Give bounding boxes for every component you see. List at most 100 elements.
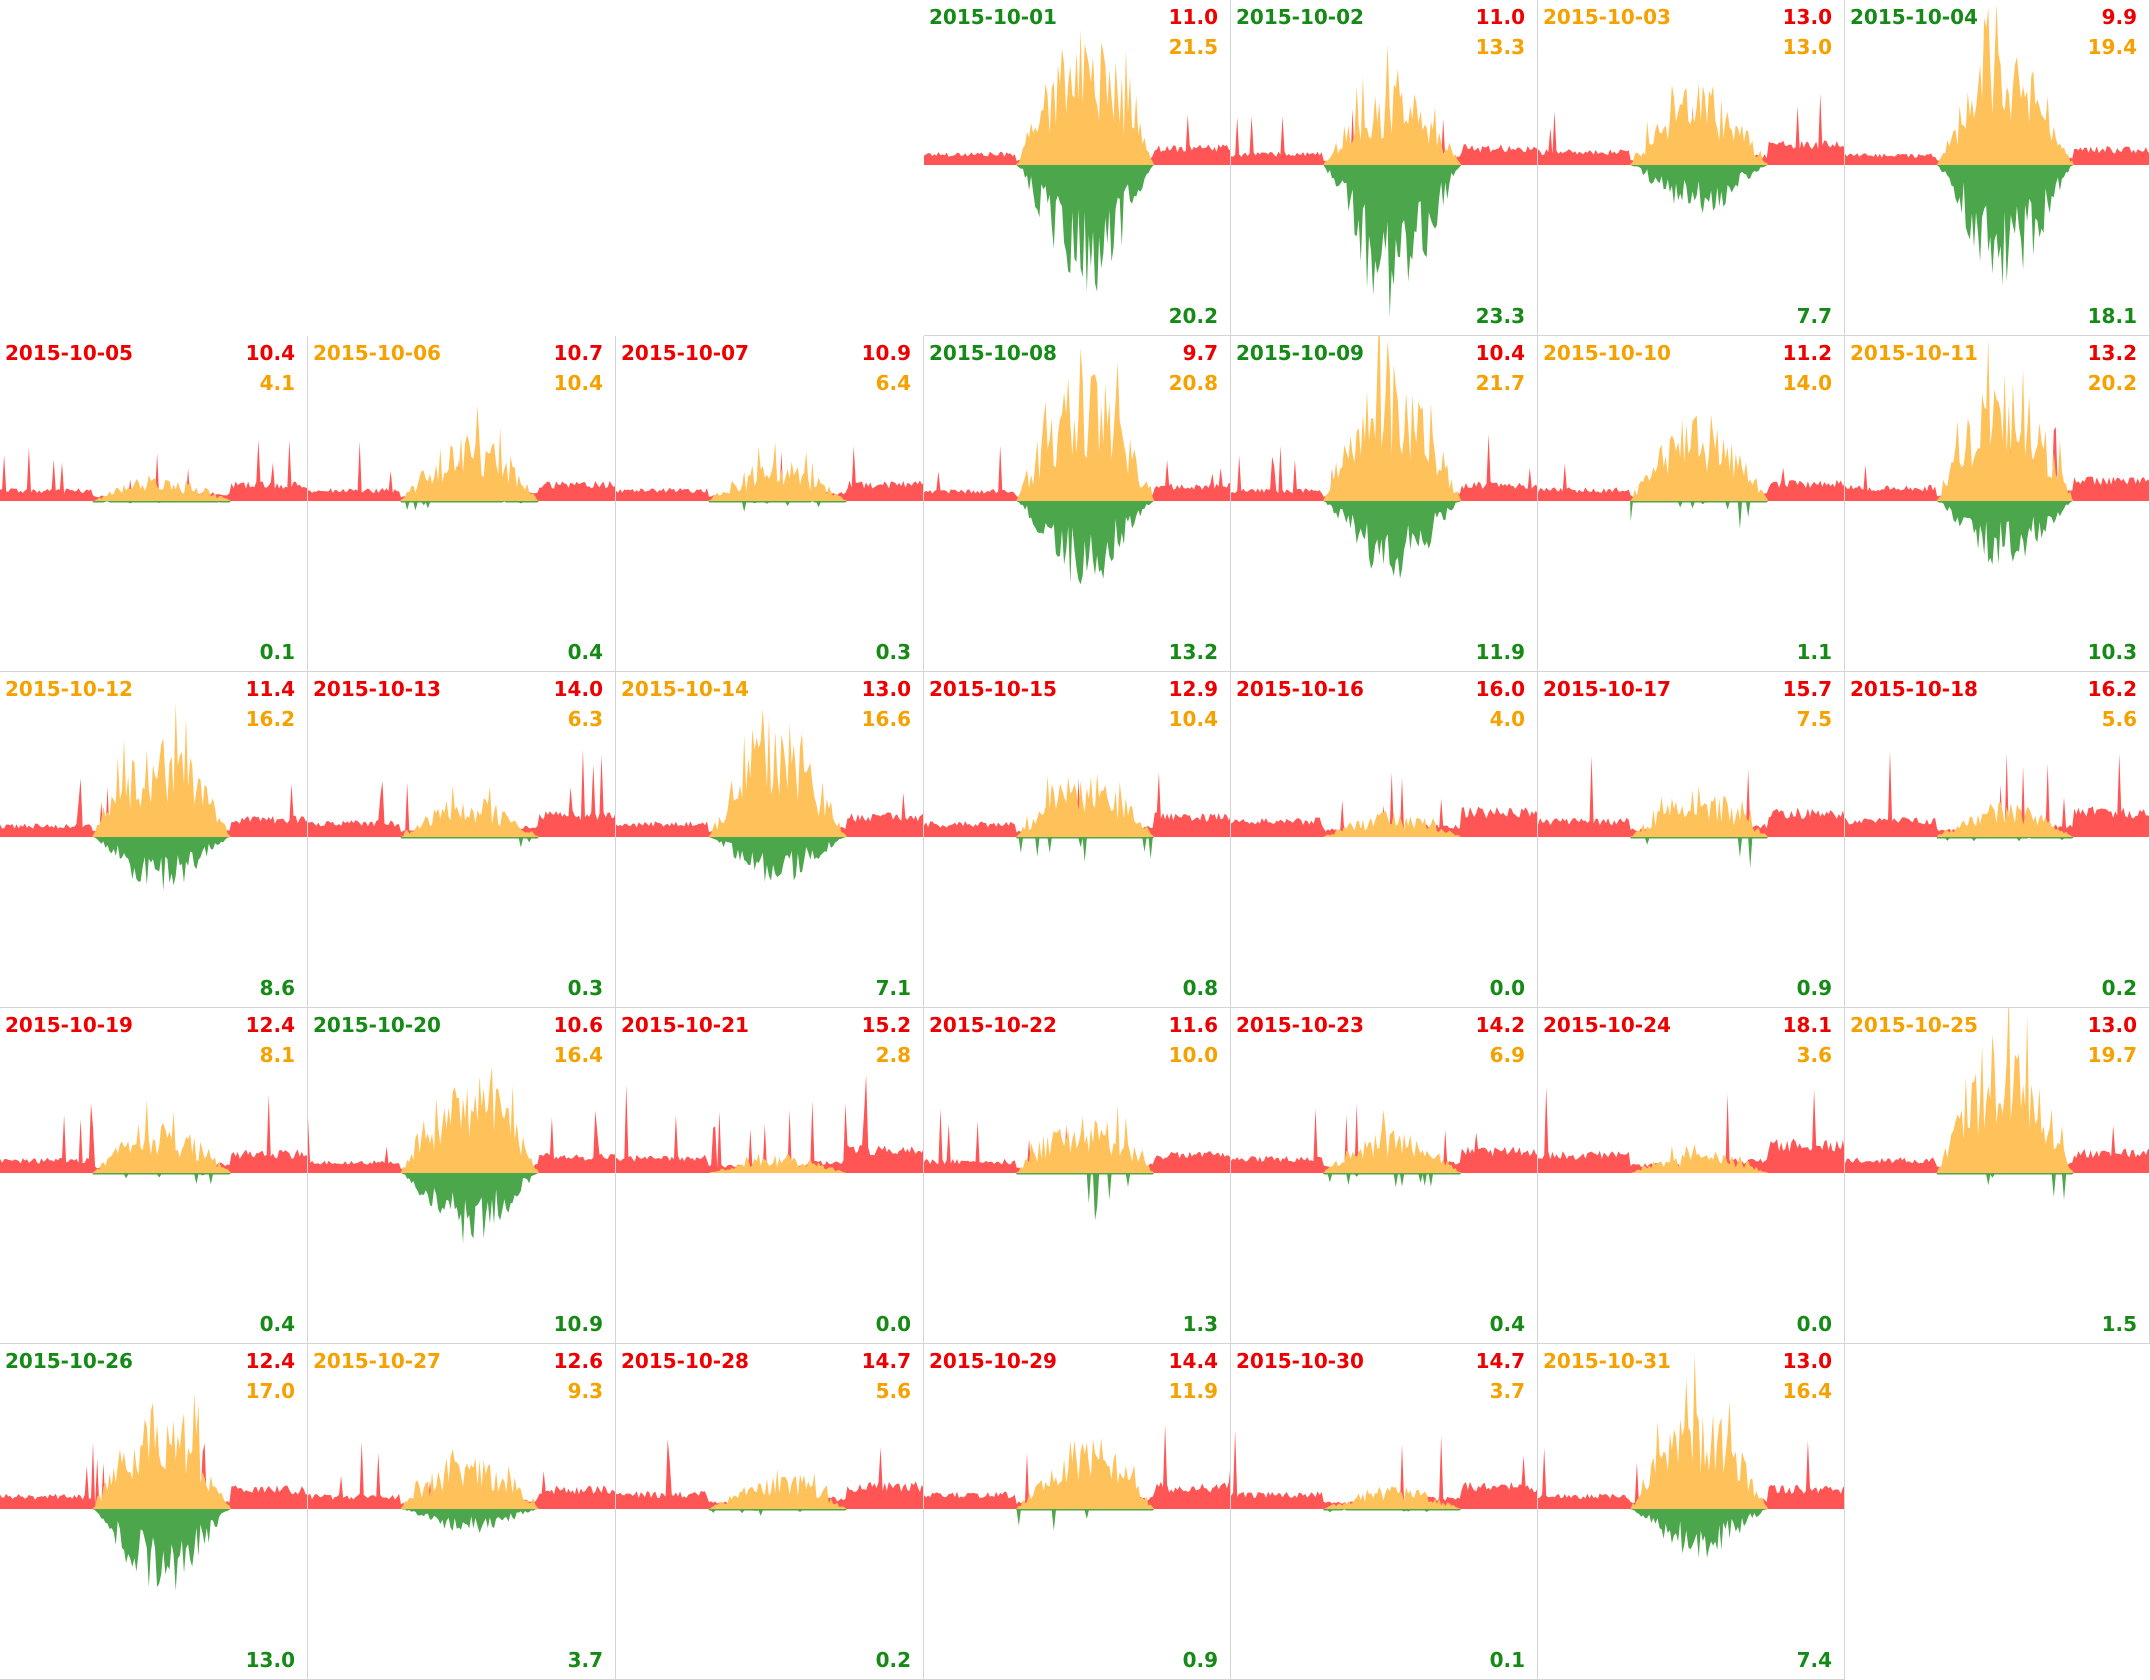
export-area [1016, 1173, 1155, 1221]
consumption-value: 12.6 [553, 1349, 603, 1373]
day-energy-chart [616, 708, 923, 882]
day-date-label: 2015-10-06 [313, 341, 441, 365]
self-consumption-area [400, 405, 539, 501]
self-consumption-area [400, 1067, 539, 1173]
day-date-label: 2015-10-31 [1543, 1349, 1671, 1373]
self-consumption-value: 16.4 [553, 1043, 603, 1067]
day-energy-chart [1231, 772, 1537, 837]
self-consumption-value: 3.7 [1489, 1379, 1525, 1403]
day-cell: 2015-10-27 12.6 9.3 3.7 [308, 1344, 616, 1680]
day-date-label: 2015-10-12 [5, 677, 133, 701]
consumption-value: 9.9 [2101, 5, 2137, 29]
self-consumption-area [1016, 773, 1155, 837]
export-value: 0.2 [875, 1648, 911, 1672]
day-energy-chart [0, 439, 307, 504]
export-value: 13.0 [245, 1648, 295, 1672]
day-date-label: 2015-10-30 [1236, 1349, 1364, 1373]
self-consumption-area [1936, 802, 2074, 837]
day-date-label: 2015-10-18 [1850, 677, 1978, 701]
self-consumption-area [1936, 3, 2074, 166]
consumption-area [0, 1442, 307, 1509]
self-consumption-value: 6.4 [875, 371, 911, 395]
day-date-label: 2015-10-25 [1850, 1013, 1978, 1037]
day-date-label: 2015-10-09 [1236, 341, 1364, 365]
day-cell: 2015-10-31 13.0 16.4 7.4 [1538, 1344, 1845, 1680]
self-consumption-area [92, 702, 232, 837]
day-date-label: 2015-10-04 [1850, 5, 1978, 29]
day-cell: 2015-10-25 13.0 19.7 1.5 [1845, 1008, 2150, 1344]
consumption-value: 14.0 [553, 677, 603, 701]
self-consumption-value: 13.0 [1782, 35, 1832, 59]
self-consumption-value: 20.2 [2087, 371, 2137, 395]
consumption-value: 11.0 [1168, 5, 1218, 29]
consumption-value: 16.0 [1475, 677, 1525, 701]
consumption-value: 9.7 [1182, 341, 1218, 365]
self-consumption-value: 2.8 [875, 1043, 911, 1067]
day-date-label: 2015-10-29 [929, 1349, 1057, 1373]
consumption-area [308, 1441, 615, 1509]
export-area [1630, 501, 1769, 529]
self-consumption-value: 6.9 [1489, 1043, 1525, 1067]
consumption-value: 10.6 [553, 1013, 603, 1037]
consumption-value: 16.2 [2087, 677, 2137, 701]
export-value: 0.4 [1489, 1312, 1525, 1336]
export-value: 0.0 [1796, 1312, 1832, 1336]
day-energy-chart [1231, 1430, 1537, 1513]
export-value: 23.3 [1475, 304, 1525, 328]
day-energy-chart [616, 1439, 923, 1516]
self-consumption-area [1630, 1144, 1769, 1173]
consumption-value: 13.0 [1782, 5, 1832, 29]
day-date-label: 2015-10-07 [621, 341, 749, 365]
self-consumption-value: 7.5 [1796, 707, 1832, 731]
consumption-area [924, 114, 1230, 165]
self-consumption-area [708, 442, 847, 501]
consumption-value: 10.4 [1475, 341, 1525, 365]
export-area [1936, 501, 2074, 565]
consumption-value: 11.2 [1782, 341, 1832, 365]
consumption-area [924, 1108, 1230, 1173]
self-consumption-area [1323, 1109, 1462, 1173]
export-area [1016, 837, 1155, 863]
day-cell: 2015-10-12 11.4 16.2 8.6 [0, 672, 308, 1008]
day-cell: 2015-10-10 11.2 14.0 1.1 [1538, 336, 1845, 672]
consumption-value: 12.4 [245, 1349, 295, 1373]
day-cell: 2015-10-02 11.0 13.3 23.3 [1231, 0, 1538, 336]
self-consumption-area [400, 785, 539, 837]
day-cell: 2015-10-15 12.9 10.4 0.8 [924, 672, 1231, 1008]
export-area [708, 501, 847, 512]
day-energy-chart [0, 1393, 307, 1591]
day-cell: 2015-10-11 13.2 20.2 10.3 [1845, 336, 2150, 672]
day-date-label: 2015-10-26 [5, 1349, 133, 1373]
day-cell: 2015-10-18 16.2 5.6 0.2 [1845, 672, 2150, 1008]
day-cell: 2015-10-22 11.6 10.0 1.3 [924, 1008, 1231, 1344]
self-consumption-value: 16.6 [861, 707, 911, 731]
day-cell: 2015-10-23 14.2 6.9 0.4 [1231, 1008, 1538, 1344]
export-value: 1.5 [2101, 1312, 2137, 1336]
consumption-value: 15.2 [861, 1013, 911, 1037]
consumption-area [1538, 1440, 1844, 1509]
day-energy-chart [1231, 44, 1537, 317]
consumption-area [924, 445, 1230, 501]
self-consumption-value: 10.0 [1168, 1043, 1218, 1067]
self-consumption-area [1936, 1008, 2074, 1173]
consumption-area [616, 1439, 923, 1509]
day-energy-chart [1538, 83, 1844, 214]
day-date-label: 2015-10-11 [1850, 341, 1978, 365]
export-area [1323, 165, 1462, 317]
self-consumption-area [92, 1100, 232, 1173]
export-area [1936, 1173, 2074, 1200]
consumption-value: 15.7 [1782, 677, 1832, 701]
day-cell: 2015-10-26 12.4 17.0 13.0 [0, 1344, 308, 1680]
day-cell: 2015-10-28 14.7 5.6 0.2 [616, 1344, 924, 1680]
export-area [400, 501, 539, 511]
day-cell: 2015-10-16 16.0 4.0 0.0 [1231, 672, 1538, 1008]
self-consumption-value: 21.7 [1475, 371, 1525, 395]
day-cell: 2015-10-20 10.6 16.4 10.9 [308, 1008, 616, 1344]
consumption-area [1845, 751, 2149, 837]
export-area [92, 1173, 232, 1185]
consumption-area [1538, 457, 1844, 501]
export-value: 0.0 [1489, 976, 1525, 1000]
day-date-label: 2015-10-19 [5, 1013, 133, 1037]
day-date-label: 2015-10-23 [1236, 1013, 1364, 1037]
export-value: 0.4 [567, 640, 603, 664]
